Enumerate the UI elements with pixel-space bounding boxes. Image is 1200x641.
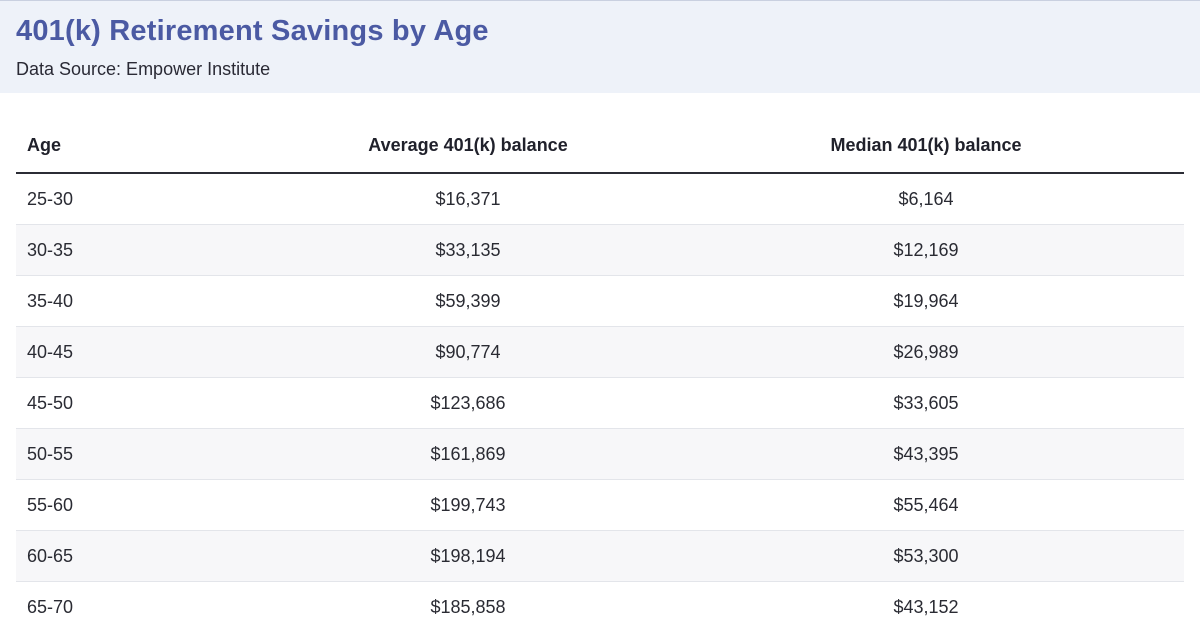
header: 401(k) Retirement Savings by Age Data So…: [0, 1, 1200, 93]
table-row: 30-35 $33,135 $12,169: [16, 224, 1184, 276]
cell-median-balance: $43,152: [893, 596, 959, 617]
cell-average-balance: $199,743: [268, 479, 668, 531]
cell-age: 55-60: [16, 479, 268, 531]
cell-median-balance: $26,989: [668, 326, 1184, 378]
cell-median-balance: $33,605: [668, 377, 1184, 429]
cell-average-balance: $59,399: [268, 275, 668, 327]
cell-age: 65-70: [27, 596, 74, 617]
column-header-average: Average 401(k) balance: [268, 119, 668, 174]
cell-average-balance: $90,774: [268, 326, 668, 378]
savings-table: Age Average 401(k) balance Median 401(k)…: [16, 119, 1184, 632]
cell-age: 25-30: [16, 173, 268, 225]
cell-age: 35-40: [16, 275, 268, 327]
cell-age: 50-55: [16, 428, 268, 480]
cell-age: 45-50: [16, 377, 268, 429]
cell-median-balance: $55,464: [668, 479, 1184, 531]
cell-average-balance: $123,686: [268, 377, 668, 429]
cell-age: 40-45: [16, 326, 268, 378]
page-title: 401(k) Retirement Savings by Age: [16, 15, 489, 47]
table-row: 50-55 $161,869 $43,395: [16, 428, 1184, 480]
table-header: Age Average 401(k) balance Median 401(k)…: [16, 119, 1184, 174]
table-row: 60-65 $198,194 $53,300: [16, 530, 1184, 582]
cell-age: 60-65: [16, 530, 268, 582]
cell-age: 30-35: [16, 224, 268, 276]
cell-median-balance: $12,169: [668, 224, 1184, 276]
column-header-age: Age: [16, 119, 268, 174]
cell-median-balance: $6,164: [668, 173, 1184, 225]
table-row: 65-70 $185,858 $43,152: [16, 582, 1184, 633]
table-row: 40-45 $90,774 $26,989: [16, 326, 1184, 378]
table-row: 25-30 $16,371 $6,164: [16, 173, 1184, 225]
cell-median-balance: $43,395: [668, 428, 1184, 480]
table-row: 35-40 $59,399 $19,964: [16, 275, 1184, 327]
cell-average-balance: $185,858: [430, 596, 506, 617]
cell-average-balance: $198,194: [268, 530, 668, 582]
cell-average-balance: $161,869: [268, 428, 668, 480]
savings-table-container: Age Average 401(k) balance Median 401(k)…: [16, 119, 1184, 632]
table-header-row: Age Average 401(k) balance Median 401(k)…: [16, 119, 1184, 174]
table-row: 55-60 $199,743 $55,464: [16, 479, 1184, 531]
cell-median-balance: $19,964: [668, 275, 1184, 327]
data-source-subtitle: Data Source: Empower Institute: [16, 59, 271, 79]
table-row: 45-50 $123,686 $33,605: [16, 377, 1184, 429]
cell-median-balance: $53,300: [668, 530, 1184, 582]
cell-average-balance: $16,371: [268, 173, 668, 225]
cell-average-balance: $33,135: [268, 224, 668, 276]
column-header-median: Median 401(k) balance: [668, 119, 1184, 174]
table-body: 25-30 $16,371 $6,164 30-35 $33,135 $12,169 35-…: [16, 173, 1184, 632]
